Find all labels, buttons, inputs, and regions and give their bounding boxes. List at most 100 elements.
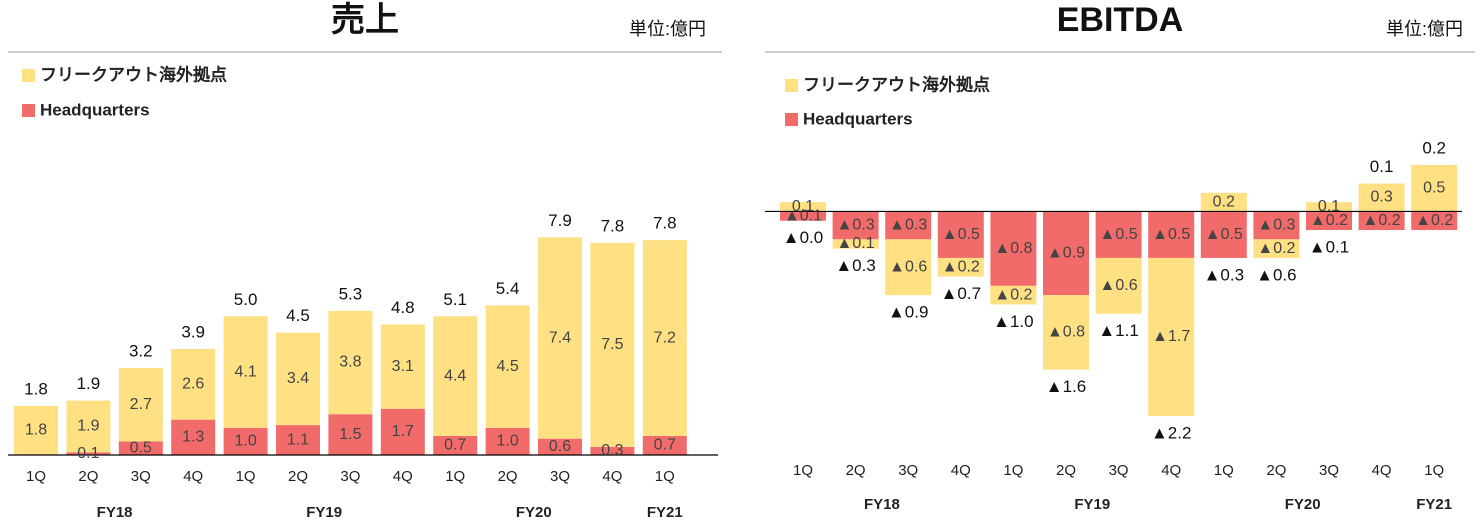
total-label: ▲0.1: [1309, 238, 1349, 257]
bar-segment: [1358, 183, 1405, 212]
segment-label: ▲0.6: [889, 258, 927, 275]
x-group-label: FY21: [647, 504, 683, 521]
segment-label: ▲0.1: [837, 235, 875, 252]
segment-label: ▲0.2: [1310, 212, 1348, 229]
total-label: ▲0.9: [888, 303, 928, 322]
total-label: 5.4: [496, 279, 520, 298]
legend-label: フリークアウト海外拠点: [40, 64, 227, 84]
segment-label: 0.1: [792, 198, 814, 215]
bar-segment: [590, 446, 635, 455]
x-tick-label: 4Q: [602, 468, 622, 485]
bar-segment: [1306, 202, 1352, 212]
x-group-label: FY20: [1285, 496, 1321, 513]
x-group-label: FY18: [864, 496, 900, 513]
total-label: 7.9: [548, 211, 572, 230]
segment-label: 3.8: [339, 354, 361, 371]
total-label: ▲0.0: [783, 228, 823, 247]
segment-label: 0.7: [444, 437, 466, 454]
segment-label: ▲0.5: [1152, 226, 1190, 243]
x-group-label: FY19: [1074, 496, 1110, 513]
segment-label: ▲0.5: [942, 226, 980, 243]
segment-label: ▲0.5: [1100, 226, 1138, 243]
bar-segment: [885, 239, 932, 296]
segment-label: 2.7: [130, 396, 152, 413]
bar-segment: [433, 435, 478, 455]
bar-segment: [223, 316, 268, 428]
bar-segment: [832, 211, 879, 240]
x-tick-label: 3Q: [550, 468, 570, 485]
bar-segment: [1148, 257, 1195, 417]
segment-label: ▲0.1: [784, 207, 822, 224]
bar-segment: [937, 211, 984, 258]
bar-segment: [1253, 239, 1300, 258]
bar-segment: [1411, 211, 1458, 231]
bar-segment: [1095, 211, 1142, 258]
segment-label: 4.4: [444, 367, 466, 384]
bar-segment: [990, 211, 1037, 286]
x-tick-label: 2Q: [288, 468, 308, 485]
segment-label: ▲0.2: [1363, 212, 1401, 229]
segment-label: 0.5: [1423, 179, 1445, 196]
x-tick-label: 1Q: [1214, 462, 1234, 479]
segment-label: 1.9: [77, 418, 99, 435]
x-tick-label: 1Q: [26, 468, 46, 485]
segment-label: 4.1: [234, 363, 256, 380]
bar-segment: [118, 441, 163, 455]
segment-label: ▲0.9: [1047, 245, 1085, 262]
total-label: ▲1.0: [993, 312, 1033, 331]
segment-label: ▲0.2: [994, 286, 1032, 303]
bar-segment: [990, 285, 1037, 305]
total-label: 4.8: [391, 298, 415, 317]
total-label: 1.9: [77, 374, 101, 393]
total-label: 3.2: [129, 341, 153, 360]
legend-swatch: [22, 69, 35, 82]
total-label: 7.8: [653, 214, 677, 233]
segment-label: 0.7: [654, 437, 676, 454]
legend-swatch: [785, 79, 798, 92]
x-tick-label: 3Q: [131, 468, 151, 485]
x-tick-label: 3Q: [1319, 462, 1339, 479]
unit-label: 単位:億円: [629, 19, 706, 39]
total-label: 5.1: [443, 290, 467, 309]
x-tick-label: 3Q: [1109, 462, 1129, 479]
x-group-label: FY18: [97, 504, 133, 521]
segment-label: ▲0.3: [889, 217, 927, 234]
x-tick-label: 4Q: [393, 468, 413, 485]
segment-label: ▲0.6: [1100, 277, 1138, 294]
total-label: ▲2.2: [1151, 424, 1191, 443]
x-group-label: FY19: [306, 504, 342, 521]
segment-label: ▲0.2: [942, 258, 980, 275]
bar-segment: [328, 414, 373, 455]
chart-title: 売上: [331, 1, 399, 39]
segment-label: 1.1: [287, 431, 309, 448]
segment-label: 0.1: [77, 445, 99, 462]
x-tick-label: 2Q: [1266, 462, 1286, 479]
x-tick-label: 4Q: [951, 462, 971, 479]
bar-segment: [590, 242, 635, 447]
segment-label: 1.0: [496, 433, 518, 450]
legend-label: Headquarters: [803, 109, 913, 128]
total-label: ▲0.7: [941, 284, 981, 303]
bar-segment: [433, 316, 478, 436]
bar-segment: [380, 324, 425, 409]
segment-label: 7.5: [601, 336, 623, 353]
total-label: 1.8: [24, 380, 48, 399]
bar-segment: [171, 348, 216, 420]
bar-segment: [171, 419, 216, 455]
x-group-label: FY21: [1416, 496, 1452, 513]
segment-label: ▲0.8: [1047, 324, 1085, 341]
bar-segment: [485, 427, 530, 455]
bar-segment: [276, 332, 320, 426]
unit-label: 単位:億円: [1386, 19, 1463, 39]
total-label: ▲0.3: [1204, 265, 1244, 284]
bar-segment: [832, 239, 879, 249]
segment-label: ▲0.2: [1257, 240, 1295, 257]
x-tick-label: 4Q: [1161, 462, 1181, 479]
x-group-label: FY20: [516, 504, 552, 521]
x-tick-label: 3Q: [340, 468, 360, 485]
total-label: ▲0.6: [1256, 265, 1296, 284]
total-label: 5.3: [339, 284, 363, 303]
x-tick-label: 1Q: [793, 462, 813, 479]
bar-segment: [1358, 211, 1405, 231]
